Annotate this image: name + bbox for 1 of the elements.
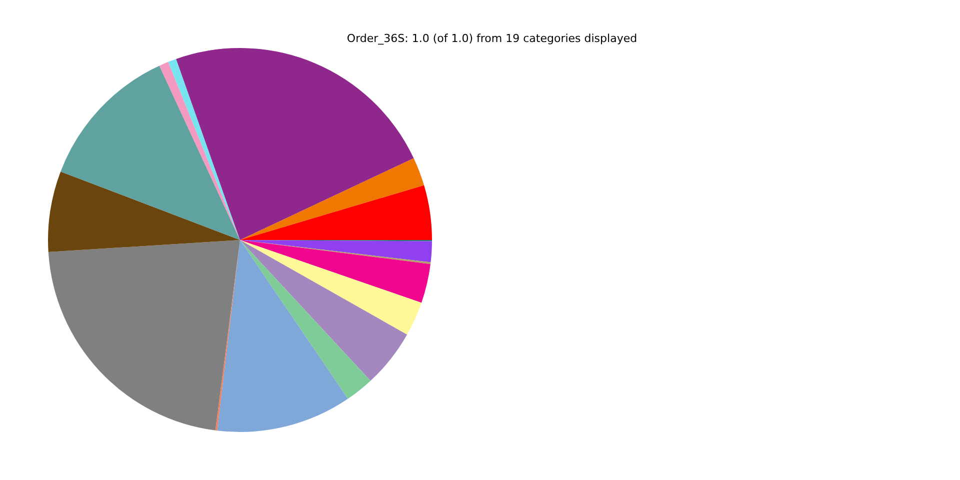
text: Order_36S: 1.0 (of 1.0) from 19 categories displayed xyxy=(346,32,638,45)
